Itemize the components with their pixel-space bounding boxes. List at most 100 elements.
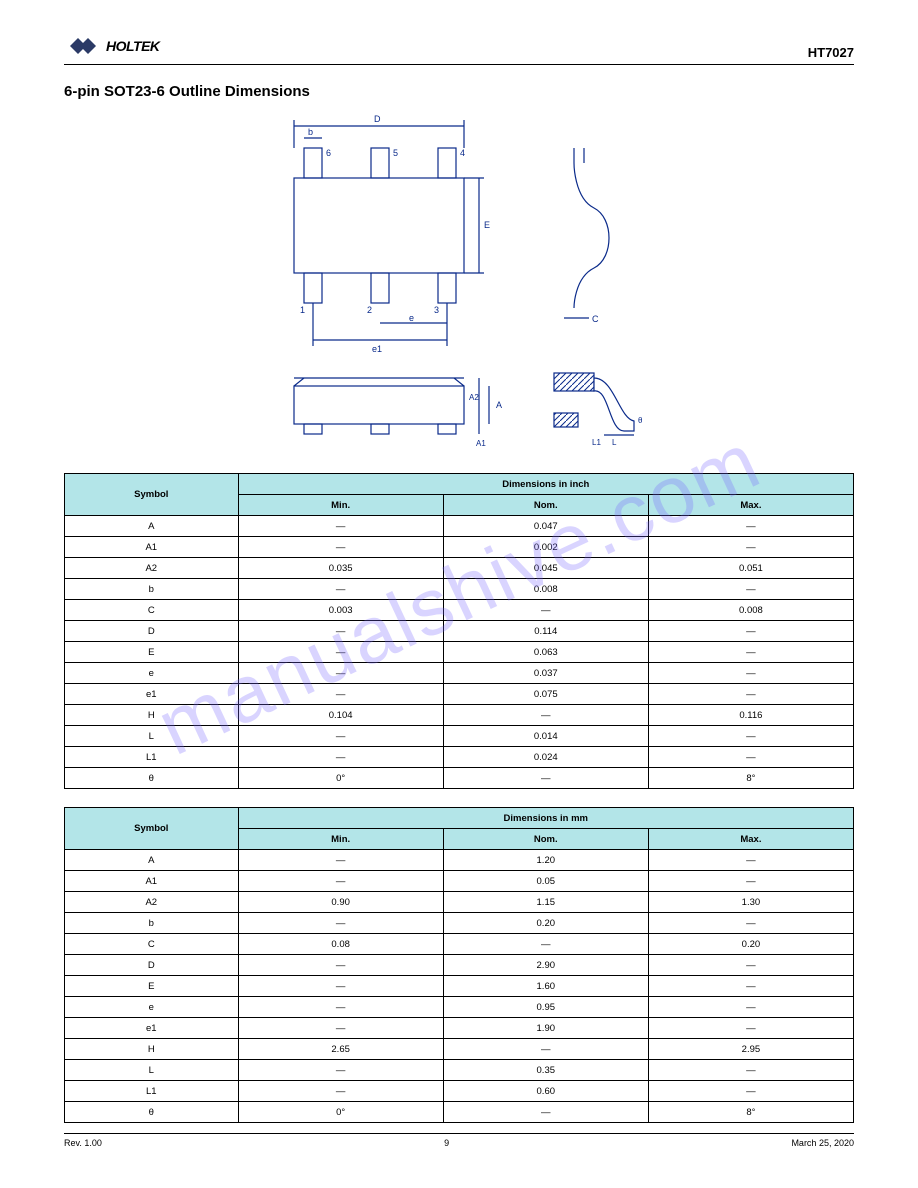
cell-value: 0.008: [648, 600, 853, 621]
table-row: C0.08—0.20: [65, 934, 854, 955]
cell-value: 0.104: [238, 705, 443, 726]
cell-value: —: [238, 579, 443, 600]
cell-value: 1.30: [648, 892, 853, 913]
cell-symbol: e: [65, 997, 239, 1018]
cell-symbol: D: [65, 621, 239, 642]
cell-symbol: A1: [65, 871, 239, 892]
cell-value: —: [648, 913, 853, 934]
table-row: L—0.35—: [65, 1060, 854, 1081]
cell-value: 0°: [238, 768, 443, 789]
cell-value: —: [648, 1081, 853, 1102]
cell-value: —: [238, 747, 443, 768]
cell-value: —: [238, 955, 443, 976]
cell-value: 0.35: [443, 1060, 648, 1081]
cell-value: 8°: [648, 1102, 853, 1123]
cell-value: 0.95: [443, 997, 648, 1018]
cell-value: 0.20: [443, 913, 648, 934]
col-symbol: Symbol: [65, 808, 239, 850]
cell-value: —: [443, 934, 648, 955]
cell-value: 0.60: [443, 1081, 648, 1102]
svg-text:D: D: [374, 114, 381, 124]
cell-value: —: [443, 600, 648, 621]
cell-value: 2.95: [648, 1039, 853, 1060]
svg-text:θ: θ: [638, 416, 643, 425]
table-row: A20.901.151.30: [65, 892, 854, 913]
cell-value: —: [238, 850, 443, 871]
col-min: Min.: [238, 495, 443, 516]
svg-text:4: 4: [460, 148, 465, 158]
cell-symbol: E: [65, 642, 239, 663]
cell-value: —: [238, 642, 443, 663]
cell-symbol: H: [65, 1039, 239, 1060]
svg-text:2: 2: [367, 305, 372, 315]
cell-symbol: A2: [65, 558, 239, 579]
cell-value: —: [648, 997, 853, 1018]
cell-value: —: [443, 768, 648, 789]
cell-value: 1.60: [443, 976, 648, 997]
cell-value: —: [238, 1018, 443, 1039]
cell-value: 0.114: [443, 621, 648, 642]
cell-value: —: [238, 516, 443, 537]
table-row: e1—1.90—: [65, 1018, 854, 1039]
cell-value: —: [238, 1081, 443, 1102]
footer-page-number: 9: [444, 1138, 449, 1148]
cell-value: 1.20: [443, 850, 648, 871]
svg-text:A1: A1: [476, 439, 486, 448]
table-row: D—0.114—: [65, 621, 854, 642]
cell-value: —: [648, 955, 853, 976]
cell-value: 0.008: [443, 579, 648, 600]
cell-value: 0.035: [238, 558, 443, 579]
col-max: Max.: [648, 829, 853, 850]
page-footer: Rev. 1.00 9 March 25, 2020: [64, 1133, 854, 1148]
table-row: E—0.063—: [65, 642, 854, 663]
table-row: θ0°—8°: [65, 1102, 854, 1123]
svg-text:5: 5: [393, 148, 398, 158]
part-number: HT7027: [808, 45, 854, 60]
cell-symbol: L: [65, 726, 239, 747]
cell-value: —: [238, 684, 443, 705]
table-row: C0.003—0.008: [65, 600, 854, 621]
col-symbol: Symbol: [65, 474, 239, 516]
cell-value: 8°: [648, 768, 853, 789]
table-row: E—1.60—: [65, 976, 854, 997]
table-row: e—0.037—: [65, 663, 854, 684]
cell-value: —: [648, 1060, 853, 1081]
table-row: θ0°—8°: [65, 768, 854, 789]
cell-value: —: [648, 579, 853, 600]
cell-value: 0.037: [443, 663, 648, 684]
cell-value: 0.051: [648, 558, 853, 579]
col-max: Max.: [648, 495, 853, 516]
svg-text:6: 6: [326, 148, 331, 158]
page-header: HOLTEK HT7027: [64, 32, 854, 65]
cell-symbol: θ: [65, 1102, 239, 1123]
table-row: e—0.95—: [65, 997, 854, 1018]
cell-symbol: e1: [65, 1018, 239, 1039]
cell-value: 0.20: [648, 934, 853, 955]
table-row: e1—0.075—: [65, 684, 854, 705]
cell-value: —: [238, 997, 443, 1018]
cell-value: 0.90: [238, 892, 443, 913]
table-row: L1—0.024—: [65, 747, 854, 768]
svg-text:b: b: [308, 127, 313, 137]
brand-logo: HOLTEK: [64, 32, 160, 60]
cell-value: —: [238, 871, 443, 892]
table-row: L—0.014—: [65, 726, 854, 747]
cell-value: 1.90: [443, 1018, 648, 1039]
table-row: A1—0.002—: [65, 537, 854, 558]
cell-value: 0°: [238, 1102, 443, 1123]
cell-symbol: C: [65, 600, 239, 621]
cell-value: 1.15: [443, 892, 648, 913]
cell-value: 0.047: [443, 516, 648, 537]
cell-symbol: A: [65, 850, 239, 871]
cell-symbol: b: [65, 579, 239, 600]
svg-text:1: 1: [300, 305, 305, 315]
section-title: 6-pin SOT23-6 Outline Dimensions: [64, 83, 854, 100]
table-row: A20.0350.0450.051: [65, 558, 854, 579]
cell-value: 0.063: [443, 642, 648, 663]
cell-value: —: [648, 684, 853, 705]
cell-value: 0.05: [443, 871, 648, 892]
cell-value: —: [648, 850, 853, 871]
cell-value: 0.014: [443, 726, 648, 747]
svg-text:E: E: [484, 220, 490, 230]
dimensions-table-inches: Symbol Dimensions in inch Min. Nom. Max.…: [64, 473, 854, 789]
